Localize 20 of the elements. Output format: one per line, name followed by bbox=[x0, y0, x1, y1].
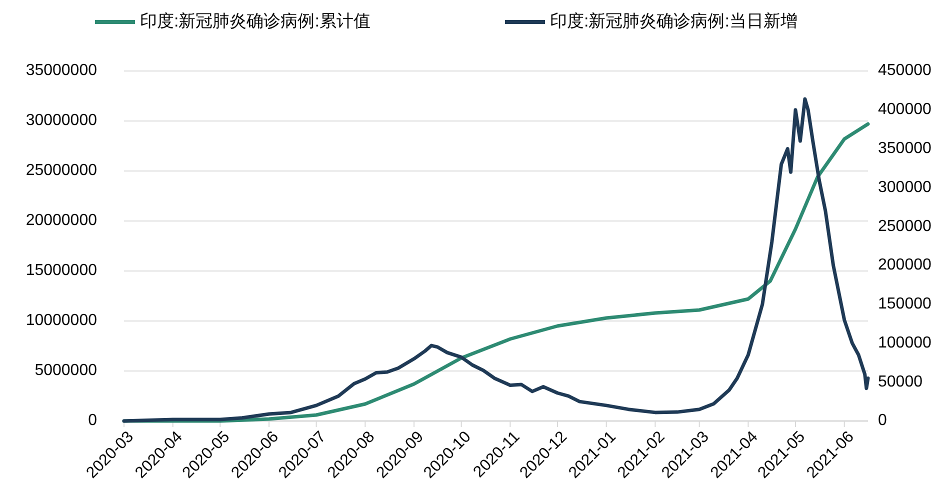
y2-tick-label: 200000 bbox=[878, 256, 932, 274]
y2-tick-label: 400000 bbox=[878, 101, 932, 118]
y-tick-label: 35000000 bbox=[26, 62, 98, 80]
y2-tick-label: 350000 bbox=[878, 140, 932, 158]
y2-tick-label: 0 bbox=[878, 412, 887, 430]
y2-tick-label: 50000 bbox=[878, 373, 923, 390]
legend-label: 印度:新冠肺炎确诊病例:累计值 bbox=[140, 11, 370, 30]
legend-label: 印度:新冠肺炎确诊病例:当日新增 bbox=[550, 11, 798, 30]
y2-tick-label: 250000 bbox=[878, 218, 932, 235]
y-tick-label: 10000000 bbox=[26, 312, 98, 330]
y-tick-label: 15000000 bbox=[26, 262, 98, 280]
y-tick-label: 20000000 bbox=[26, 212, 98, 230]
y-tick-label: 30000000 bbox=[26, 112, 98, 130]
y2-tick-label: 100000 bbox=[878, 334, 932, 352]
y2-tick-label: 450000 bbox=[878, 62, 932, 80]
y2-tick-label: 150000 bbox=[878, 296, 932, 313]
y-tick-label: 5000000 bbox=[34, 362, 98, 380]
y-tick-label: 25000000 bbox=[26, 162, 98, 180]
y-tick-label: 0 bbox=[88, 412, 98, 430]
y2-tick-label: 300000 bbox=[878, 178, 932, 196]
